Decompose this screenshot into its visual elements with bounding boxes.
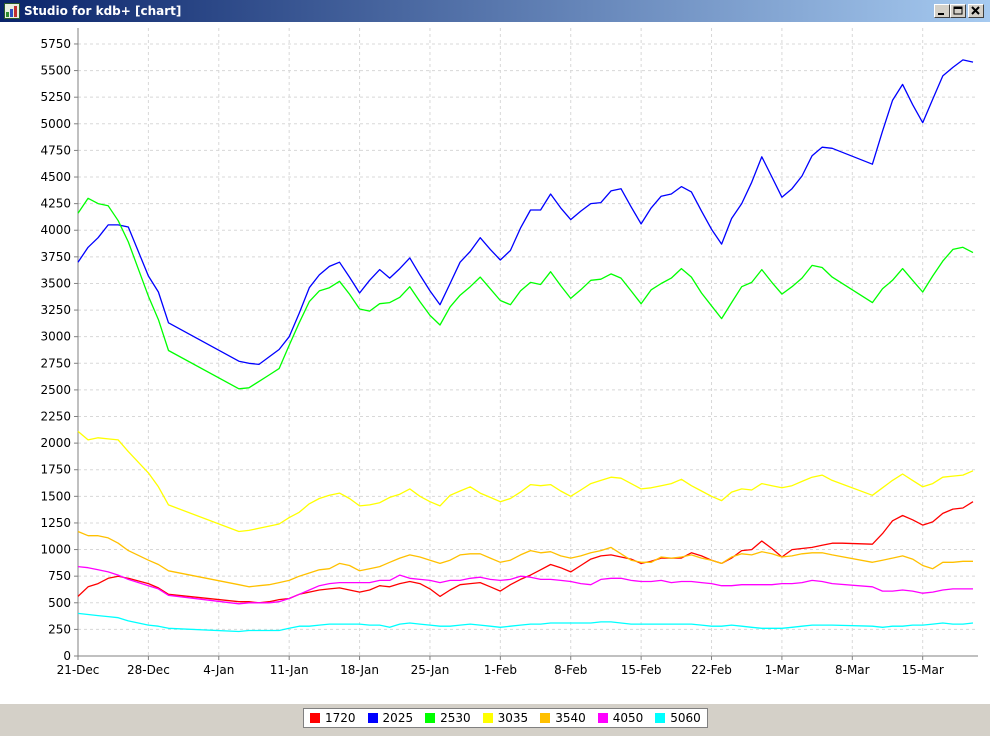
y-tick-label: 5250 [40,90,71,104]
legend-swatch [655,713,666,723]
y-tick-label: 750 [48,569,71,583]
legend-swatch [482,713,493,723]
x-tick-label: 1-Feb [484,663,517,677]
y-tick-label: 4750 [40,143,71,157]
y-tick-label: 2000 [40,436,71,450]
legend-swatch [310,713,320,723]
window-title: Studio for kdb+ [chart] [24,4,182,18]
chart-app-icon [4,3,20,19]
legend-item-2530: 2530 [425,711,471,725]
legend-label: 4050 [612,711,644,725]
maximize-button[interactable] [950,4,966,18]
y-tick-label: 3500 [40,276,71,290]
x-tick-label: 28-Dec [127,663,170,677]
close-icon [971,6,980,15]
y-tick-label: 500 [48,596,71,610]
series-line-3035 [77,430,974,533]
legend-swatch [597,713,608,723]
legend-label: 5060 [670,711,701,725]
x-tick-label: 21-Dec [57,663,100,677]
chart-panel: 0 250 500 750 1000 1250 1500 1750 2000 2250 2500 27… [0,22,990,704]
y-tick-label: 4000 [40,223,71,237]
chart-legend: 1720 2025 2530 3035 3540 4050 5060 [303,708,708,728]
x-tick-label: 8-Feb [554,663,587,677]
x-tick-label: 25-Jan [411,663,450,677]
y-tick-label: 1500 [40,489,71,503]
legend-item-5060: 5060 [655,711,701,725]
y-tick-label: 1750 [40,463,71,477]
series-line-2530 [77,197,974,390]
legend-swatch [367,713,378,723]
close-button[interactable] [968,4,984,18]
legend-label: 2025 [382,711,414,725]
y-tick-label: 250 [48,622,71,636]
y-tick-label: 1000 [40,543,71,557]
x-tick-label: 11-Jan [270,663,309,677]
title-bar[interactable]: Studio for kdb+ [chart] [0,0,990,22]
y-tick-label: 3250 [40,303,71,317]
maximize-icon [953,6,963,15]
series-line-3540 [77,530,973,588]
series-line-4050 [77,565,973,605]
y-tick-label: 3750 [40,250,71,264]
x-tick-label: 18-Jan [340,663,379,677]
y-tick-label: 2750 [40,356,71,370]
legend-item-1720: 1720 [310,711,356,725]
series-line-5060 [77,612,974,633]
line-chart: 0 250 500 750 1000 1250 1500 1750 2000 2250 2500 27… [40,28,978,677]
legend-item-2025: 2025 [367,711,414,725]
minimize-button[interactable] [934,4,950,18]
x-tick-label: 8-Mar [835,663,870,677]
x-tick-label: 15-Feb [621,663,662,677]
legend-item-4050: 4050 [597,711,644,725]
plot-area [78,28,978,656]
y-tick-label: 3000 [40,330,71,344]
legend-label: 3035 [497,711,529,725]
y-tick-label: 1250 [40,516,71,530]
y-tick-label: 5000 [40,117,71,131]
y-tick-label: 2250 [40,410,71,424]
y-tick-label: 2500 [40,383,71,397]
legend-swatch [540,713,551,723]
y-tick-label: 0 [63,649,71,663]
x-tick-label: 1-Mar [765,663,800,677]
legend-label: 1720 [325,711,356,725]
minimize-icon [938,13,944,15]
legend-label: 2530 [440,711,471,725]
y-tick-label: 4250 [40,197,71,211]
x-tick-label: 4-Jan [203,663,234,677]
series-line-1720 [77,501,974,604]
legend-swatch [425,713,436,723]
y-tick-label: 5750 [40,37,71,51]
legend-item-3540: 3540 [540,711,586,725]
series-line-2025 [77,59,974,366]
y-tick-label: 5500 [40,64,71,78]
y-tick-label: 4500 [40,170,71,184]
x-tick-label: 22-Feb [691,663,732,677]
x-tick-label: 15-Mar [902,663,944,677]
legend-label: 3540 [555,711,586,725]
legend-item-3035: 3035 [482,711,529,725]
